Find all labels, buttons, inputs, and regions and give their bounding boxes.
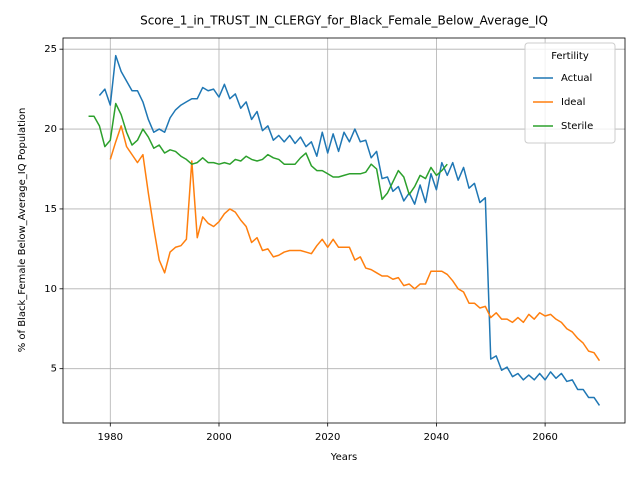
plot-frame [62, 37, 626, 424]
y-tick-label: 25 [44, 44, 57, 55]
legend-label: Sterile [561, 121, 593, 132]
x-tick-label: 2040 [424, 432, 449, 443]
y-tick-label: 5 [51, 364, 57, 375]
x-axis-label: Years [330, 452, 357, 463]
line-series [109, 125, 601, 362]
legend-title: Fertility [551, 51, 589, 62]
legend-label: Ideal [561, 97, 585, 108]
y-tick-label: 10 [44, 284, 57, 295]
y-tick-label: 15 [44, 204, 57, 215]
x-tick-label: 2000 [206, 432, 231, 443]
x-tick-label: 1980 [98, 432, 123, 443]
line-series [98, 54, 601, 406]
legend-label: Actual [561, 73, 592, 84]
legend-box [524, 42, 616, 144]
chart-title: Score_1_in_TRUST_IN_CLERGY_for_Black_Fem… [140, 14, 548, 28]
y-tick-label: 20 [44, 124, 57, 135]
line-series [88, 102, 448, 201]
x-tick-label: 2020 [315, 432, 340, 443]
y-axis-label: % of Black_Female Below_Average_IQ Popul… [17, 108, 28, 353]
x-tick-label: 2060 [532, 432, 557, 443]
